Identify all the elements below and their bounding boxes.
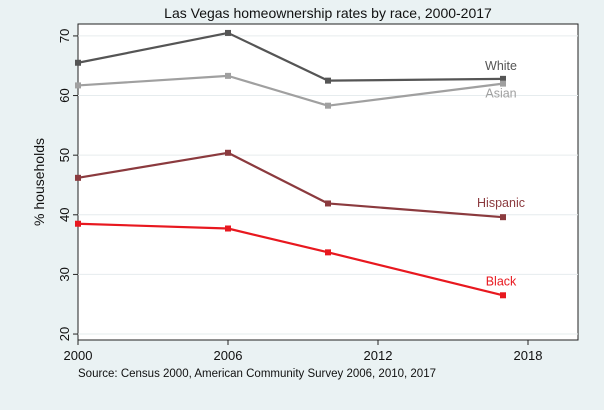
source-note: Source: Census 2000, American Community … bbox=[78, 368, 436, 380]
series-line-asian bbox=[77, 74, 504, 107]
gridlines bbox=[78, 35, 578, 335]
x-tick-label-2018: 2018 bbox=[514, 348, 543, 363]
series-label-asian: Asian bbox=[485, 87, 516, 101]
point-black-2017 bbox=[500, 292, 506, 299]
series-line-hispanic bbox=[77, 151, 504, 219]
series-group bbox=[75, 29, 506, 299]
point-hispanic-2000 bbox=[75, 174, 81, 181]
series-line-white bbox=[77, 31, 504, 82]
series-label-hispanic: Hispanic bbox=[477, 196, 525, 210]
point-white-2010 bbox=[325, 77, 331, 84]
point-asian-2006 bbox=[225, 72, 231, 79]
point-black-2010 bbox=[325, 249, 331, 256]
point-black-2000 bbox=[75, 220, 81, 227]
point-hispanic-2006 bbox=[225, 149, 231, 156]
y-tick-label-30: 30 bbox=[57, 267, 72, 281]
series-labels: White Asian Hispanic Black bbox=[477, 59, 525, 288]
plot-area bbox=[77, 23, 579, 341]
y-tick-label-50: 50 bbox=[57, 148, 72, 162]
y-tick-label-20: 20 bbox=[57, 327, 72, 341]
y-tick-label-70: 70 bbox=[57, 29, 72, 43]
x-tick-label-2012: 2012 bbox=[364, 348, 393, 363]
point-white-2017 bbox=[500, 75, 506, 82]
y-tick-label-60: 60 bbox=[57, 88, 72, 102]
x-axis: 2000 2006 2012 2018 bbox=[64, 340, 543, 363]
y-tick-label-40: 40 bbox=[57, 208, 72, 222]
point-hispanic-2010 bbox=[325, 200, 331, 207]
y-axis: 20 30 40 50 60 70 bbox=[57, 29, 78, 341]
chart-title: Las Vegas homeownership rates by race, 2… bbox=[164, 5, 492, 21]
point-hispanic-2017 bbox=[500, 214, 506, 221]
point-asian-2017 bbox=[500, 80, 506, 87]
series-label-white: White bbox=[485, 59, 517, 73]
x-tick-label-2000: 2000 bbox=[64, 348, 93, 363]
x-tick-label-2006: 2006 bbox=[214, 348, 243, 363]
point-white-2006 bbox=[225, 29, 231, 36]
y-axis-label: % households bbox=[31, 138, 47, 226]
point-white-2000 bbox=[75, 59, 81, 66]
point-black-2006 bbox=[225, 225, 231, 232]
point-asian-2000 bbox=[75, 82, 81, 89]
series-line-black bbox=[77, 222, 504, 297]
point-asian-2010 bbox=[325, 102, 331, 109]
series-label-black: Black bbox=[486, 274, 517, 288]
